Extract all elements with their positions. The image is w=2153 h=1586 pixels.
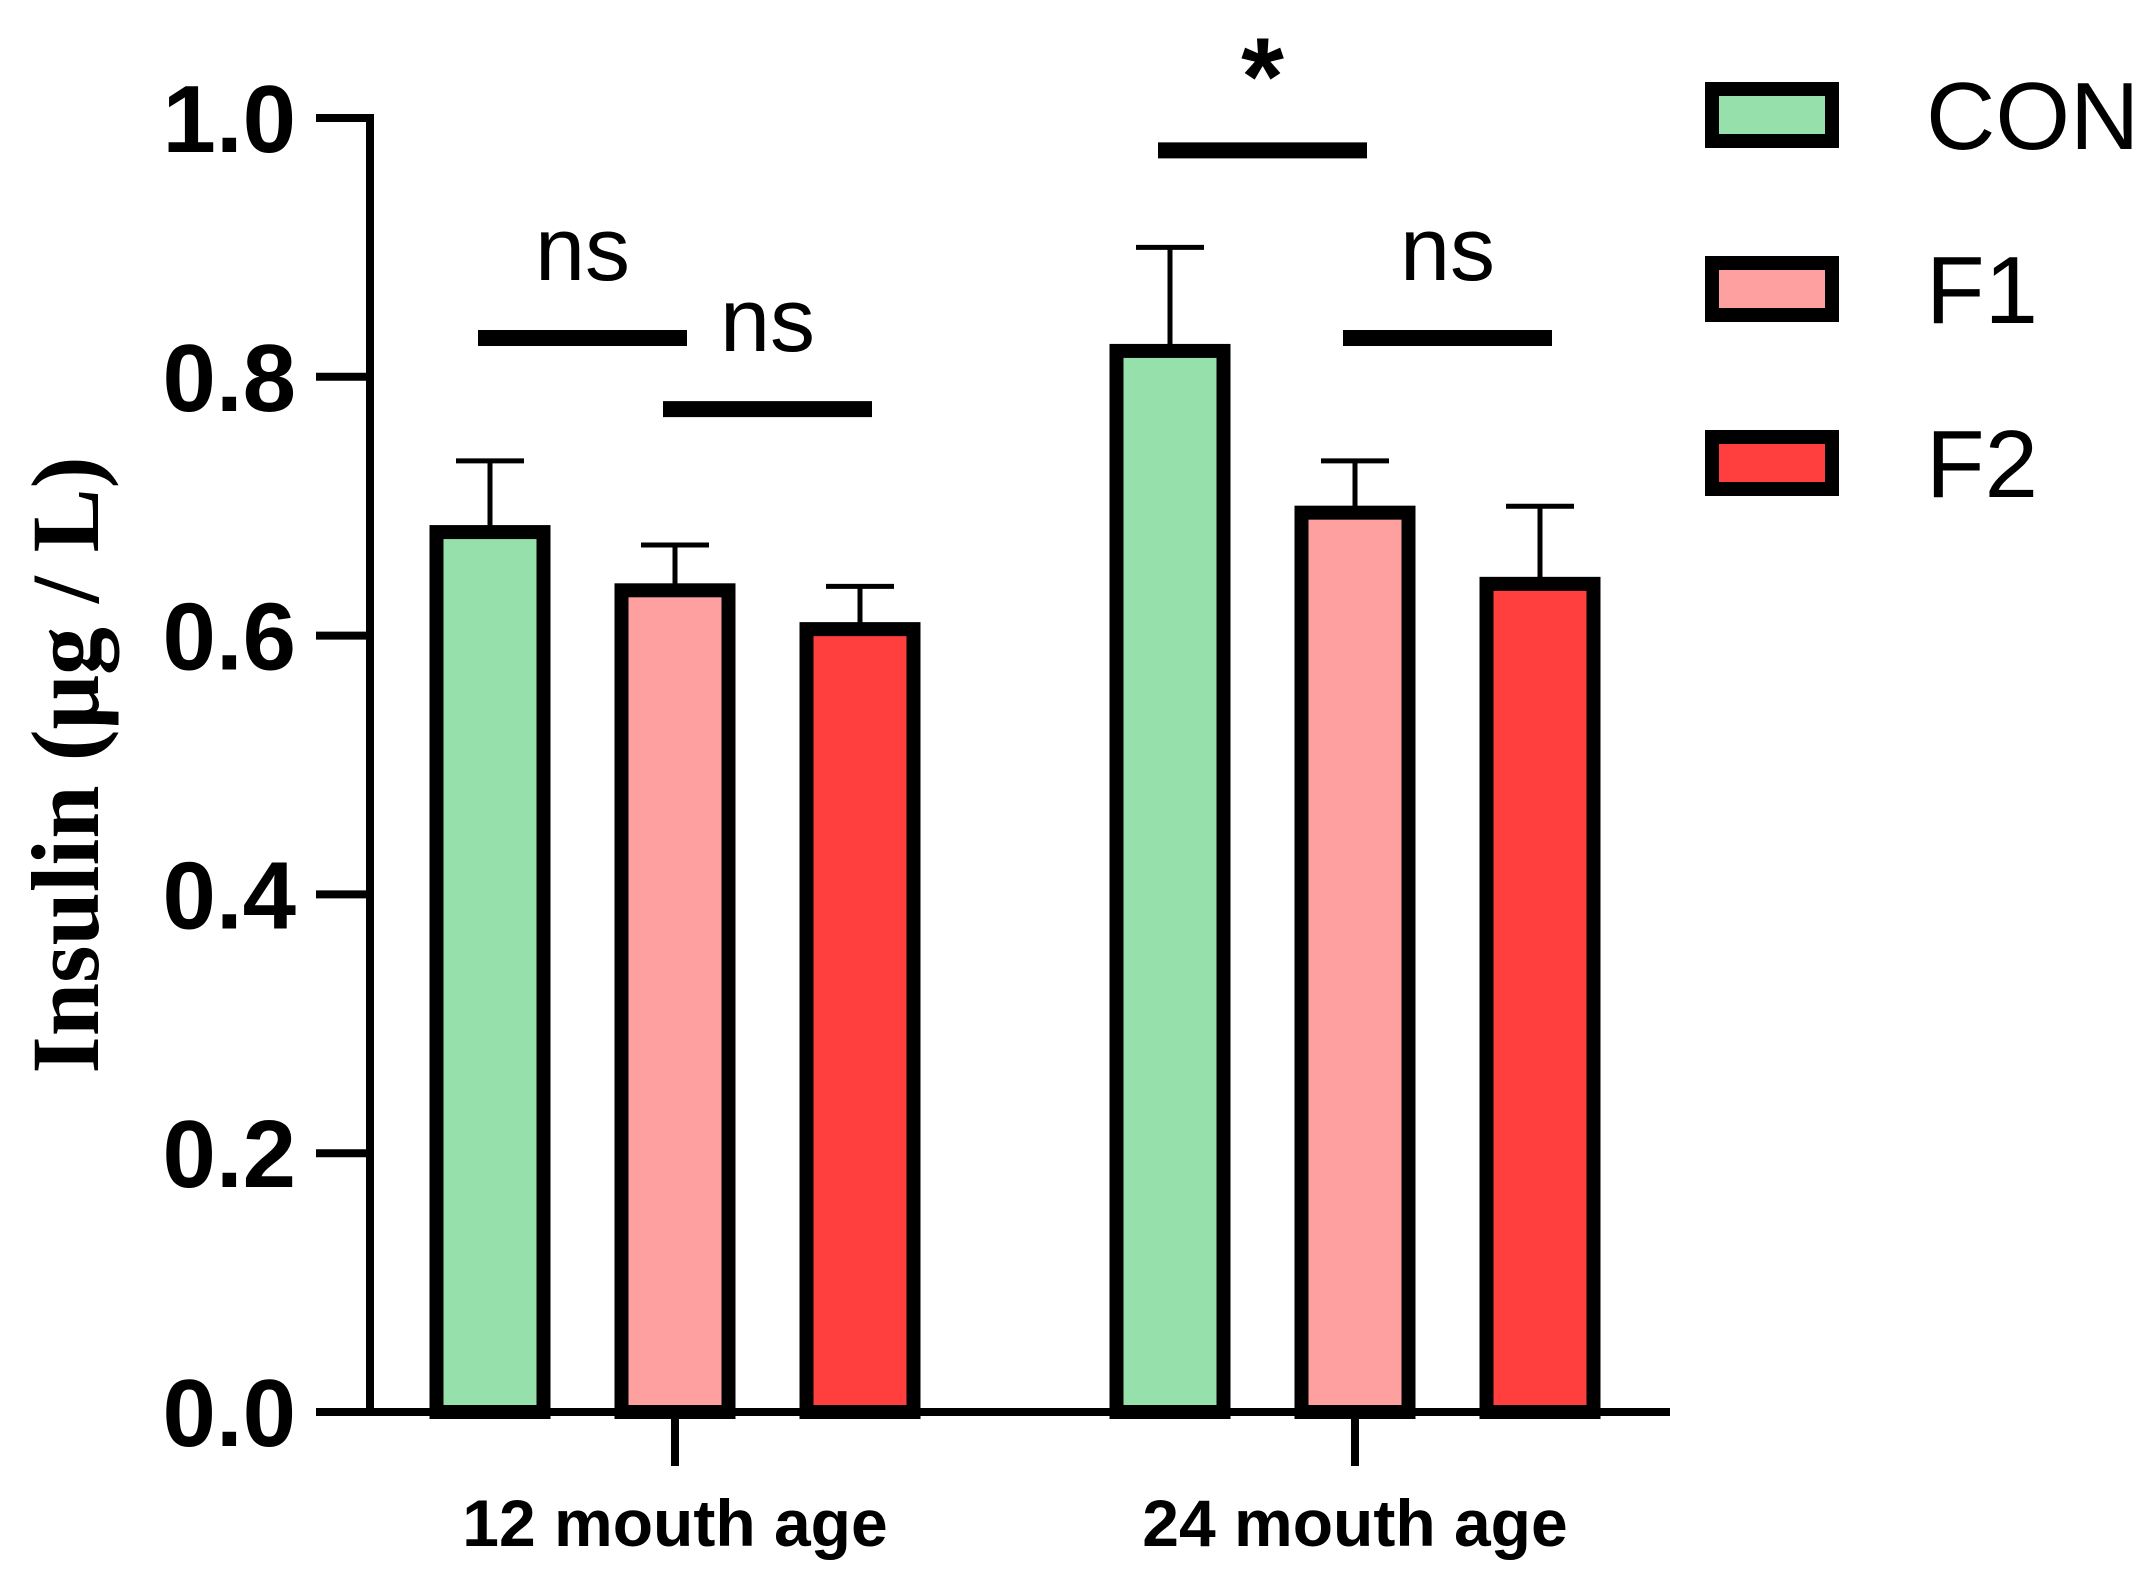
- bar-f2-1: [799, 622, 921, 1419]
- legend-label-con: CON: [1926, 63, 2139, 170]
- significance-label: ns: [720, 271, 815, 371]
- axes: 0.0 0.2 0.4 0.6 0.8 1.0 12 mouth age 24 mouth a…: [163, 66, 1670, 1560]
- y-tick-label: 0.8: [163, 325, 296, 432]
- bar-f1-2: [1294, 505, 1416, 1419]
- significance-label: ns: [1400, 200, 1495, 300]
- y-tick-label: 0.0: [163, 1360, 296, 1467]
- bar-f1-1: [614, 583, 736, 1419]
- y-tick-label: 1.0: [163, 66, 296, 173]
- legend-label-f2: F2: [1926, 411, 2038, 518]
- bar-f2-2: [1479, 576, 1601, 1419]
- error-bars: [456, 244, 1574, 630]
- legend-swatch-f1: [1705, 256, 1839, 322]
- bar-con-1: [429, 525, 551, 1419]
- y-axis-title: Insulin (μg / L): [12, 456, 119, 1073]
- legend-swatch-con: [1705, 82, 1839, 148]
- x-tick-label: 12 mouth age: [462, 1486, 887, 1560]
- significance-label: ns: [535, 200, 630, 300]
- legend-swatch-f2: [1705, 430, 1839, 496]
- significance-label: *: [1241, 15, 1284, 138]
- legend: CON F1 F2: [1705, 63, 2139, 518]
- y-tick-label: 0.2: [163, 1101, 296, 1208]
- y-tick-label: 0.6: [163, 584, 296, 691]
- x-tick-label: 24 mouth age: [1142, 1486, 1567, 1560]
- bar-con-2: [1109, 343, 1231, 1419]
- bars: [429, 343, 1601, 1419]
- y-tick-label: 0.4: [163, 842, 296, 949]
- legend-label-f1: F1: [1926, 237, 2038, 344]
